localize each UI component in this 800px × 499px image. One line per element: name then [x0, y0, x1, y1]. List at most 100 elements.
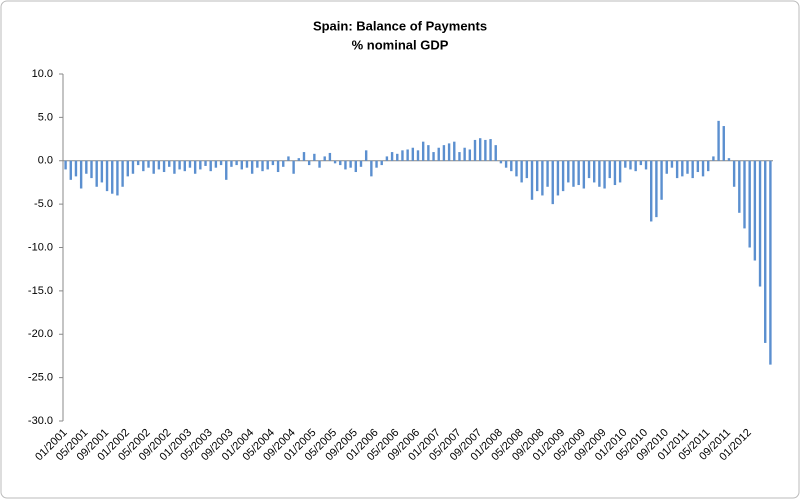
bar [136, 160, 140, 166]
bar [390, 152, 394, 161]
bar [520, 160, 523, 183]
bar [354, 160, 358, 173]
bar [453, 141, 456, 161]
bar [188, 160, 192, 168]
bar [318, 160, 321, 168]
bar [271, 160, 275, 166]
bar [468, 149, 472, 161]
y-tick-label: -5.0 [34, 198, 53, 210]
bar [302, 152, 306, 161]
bar [753, 160, 757, 261]
bar [603, 160, 606, 189]
chart-subtitle: % nominal GDP [352, 37, 449, 52]
bar [701, 160, 705, 177]
bar [712, 156, 715, 161]
bar [727, 158, 731, 161]
bar [660, 160, 663, 200]
bar [282, 160, 285, 167]
bar [396, 153, 399, 161]
bar [769, 160, 772, 365]
bar [717, 120, 720, 161]
bar [266, 160, 269, 170]
bar [131, 160, 135, 174]
bar [608, 160, 611, 179]
bar [675, 160, 679, 179]
bar [447, 143, 451, 161]
bar [313, 153, 316, 161]
bar [738, 160, 741, 213]
bar [681, 160, 684, 177]
bar [650, 160, 653, 222]
bar [556, 160, 560, 196]
bar [743, 160, 746, 229]
bar [541, 160, 544, 196]
bar [74, 160, 78, 177]
bar [344, 160, 347, 170]
bar [427, 145, 430, 161]
bar [515, 160, 518, 177]
bar [256, 160, 259, 168]
bar [69, 160, 72, 180]
bar [598, 160, 601, 187]
bar [525, 160, 529, 179]
bar [370, 160, 373, 177]
bar [499, 160, 503, 164]
y-tick-label: -15.0 [28, 285, 53, 297]
bar [297, 158, 301, 161]
bar [618, 160, 622, 183]
y-tick-label: -25.0 [28, 372, 53, 384]
bar [111, 160, 114, 194]
bar [126, 160, 129, 177]
bar [157, 160, 161, 170]
bar [85, 160, 88, 174]
bar [644, 160, 648, 170]
bar [116, 160, 119, 196]
bar [473, 139, 477, 161]
bar [142, 160, 145, 172]
bar [442, 145, 446, 161]
bar [349, 160, 352, 168]
bar [64, 160, 67, 170]
bar [183, 160, 186, 172]
bar [567, 160, 570, 183]
bar [530, 160, 534, 200]
bar [261, 160, 264, 172]
bar [219, 160, 223, 166]
bar [691, 160, 694, 179]
y-tick-label: -10.0 [28, 241, 53, 253]
bar [463, 147, 466, 161]
bar [406, 149, 409, 161]
bar [209, 160, 212, 172]
bar [489, 139, 492, 161]
bar [168, 160, 171, 167]
bar [629, 160, 632, 170]
bar [193, 160, 197, 174]
y-tick-label: -20.0 [28, 328, 53, 340]
bar [204, 160, 207, 166]
bar [375, 160, 378, 168]
bar [173, 160, 176, 174]
bar [421, 141, 425, 161]
bar [634, 160, 637, 172]
bar [90, 160, 93, 179]
bar [147, 160, 150, 168]
bar [670, 160, 674, 168]
y-tick-label: 10.0 [32, 68, 53, 80]
bar [686, 160, 689, 174]
bar [245, 160, 249, 168]
bar [162, 160, 166, 173]
chart-title: Spain: Balance of Payments [313, 18, 487, 33]
bar [287, 156, 290, 161]
bar [758, 160, 762, 287]
y-tick-label: 5.0 [38, 111, 53, 123]
bar [328, 152, 332, 161]
bar [100, 160, 104, 183]
bar [494, 145, 497, 161]
bar [152, 160, 155, 174]
bar [577, 160, 580, 186]
bar [380, 160, 383, 166]
bar [401, 150, 404, 161]
bar [105, 160, 109, 192]
